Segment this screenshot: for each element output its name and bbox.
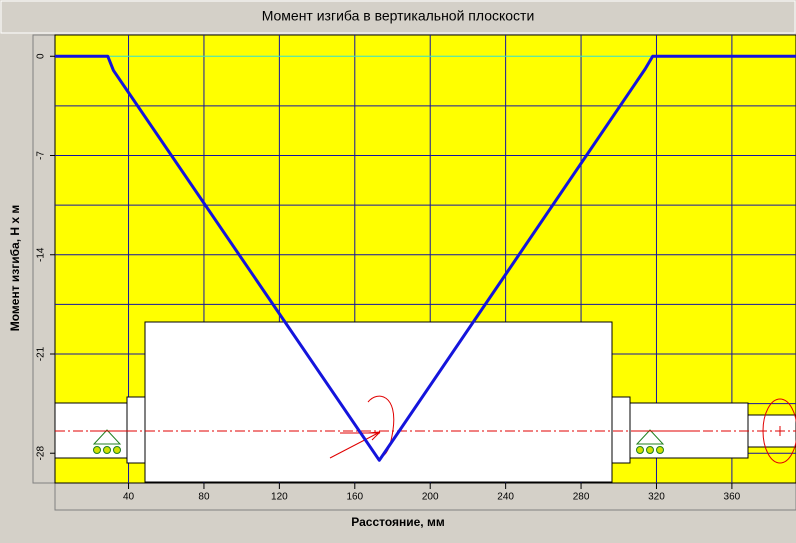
y-tick-label: -21 xyxy=(36,346,47,361)
x-tick-label: 160 xyxy=(346,492,363,503)
x-tick-label: 320 xyxy=(648,492,665,503)
x-tick-label: 360 xyxy=(724,492,741,503)
support xyxy=(92,429,122,445)
support-roller xyxy=(636,446,644,454)
shaft-section xyxy=(611,396,631,464)
x-tick-label: 280 xyxy=(573,492,590,503)
y-tick-label: -7 xyxy=(36,151,47,160)
y-tick-label: -14 xyxy=(36,247,47,262)
title-bar xyxy=(0,0,796,34)
y-axis-title: Момент изгиба, Н х м xyxy=(8,205,22,332)
x-tick-label: 200 xyxy=(422,492,439,503)
support-roller xyxy=(646,446,654,454)
support-roller xyxy=(103,446,111,454)
chart-title: Момент изгиба в вертикальной плоскости xyxy=(262,8,535,24)
x-tick-label: 120 xyxy=(271,492,288,503)
x-tick-label: 240 xyxy=(497,492,514,503)
x-axis-title: Расстояние, мм xyxy=(351,515,445,529)
support-roller xyxy=(656,446,664,454)
support-roller xyxy=(93,446,101,454)
support-roller xyxy=(113,446,121,454)
series-line xyxy=(55,54,796,462)
x-tick-label: 80 xyxy=(198,492,210,503)
support xyxy=(635,429,665,445)
shaft-section xyxy=(126,396,146,464)
force-arrow xyxy=(90,430,381,459)
force-arrow xyxy=(640,426,785,436)
shaft-section xyxy=(144,321,613,483)
moment-arrow xyxy=(762,398,796,464)
x-tick-label: 40 xyxy=(123,492,135,503)
y-tick-label: 0 xyxy=(36,53,47,59)
y-tick-label: -28 xyxy=(36,446,47,461)
shaft-sketch xyxy=(54,321,796,483)
